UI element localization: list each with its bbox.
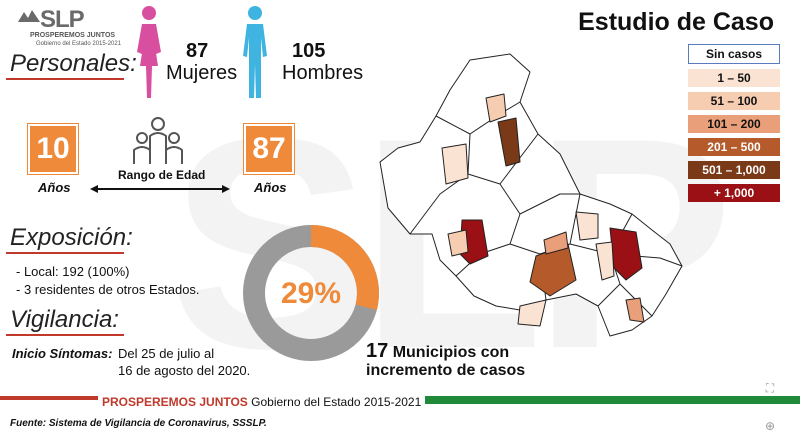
- age-max-years: Años: [254, 180, 287, 195]
- women-label: Mujeres: [166, 62, 238, 84]
- legend-item-1-50: 1 – 50: [688, 69, 780, 87]
- municipality-1-50-a: [441, 143, 469, 185]
- inicio-sintomas-label: Inicio Síntomas:: [12, 346, 113, 361]
- municipality-1-50-c: [517, 299, 547, 327]
- footer-gov: Gobierno del Estado 2015-2021: [251, 395, 422, 409]
- exposicion-item-2: - 3 residentes de otros Estados.: [16, 282, 200, 297]
- cases-legend: Sin casos 1 – 50 51 – 100 101 – 200 201 …: [688, 44, 780, 202]
- donut-arc: [243, 225, 379, 361]
- legend-item-101-200: 101 – 200: [688, 115, 780, 133]
- municipality-51-100-b: [447, 229, 469, 257]
- footer-green-bar: [392, 396, 800, 404]
- state-outline: [379, 53, 683, 337]
- footer-brand-name: PROSPEREMOS JUNTOS: [102, 395, 248, 409]
- footer-source: Fuente: Sistema de Vigilancia de Coronav…: [10, 418, 267, 429]
- municipality-1-50-d: [575, 211, 599, 241]
- age-max-box: 87: [244, 124, 294, 174]
- woman-icon: [137, 6, 161, 98]
- logo-line1: PROSPEREMOS JUNTOS: [30, 32, 116, 39]
- vigilancia-underline: [6, 334, 124, 336]
- exposicion-underline: [6, 252, 124, 254]
- municipality-51-100-a: [485, 93, 507, 123]
- logo-line2: Gobierno del Estado 2015-2021: [36, 41, 122, 47]
- women-count: 87: [186, 40, 209, 62]
- inicio-sintomas-line1: Del 25 de julio al: [118, 346, 215, 361]
- personales-label: Personales:: [10, 50, 137, 77]
- page-title: Estudio de Caso: [578, 8, 774, 36]
- people-group-icon: [133, 117, 183, 164]
- age-min-box: 10: [28, 124, 78, 174]
- man-icon: [243, 6, 267, 98]
- expand-icon[interactable]: ⛶: [765, 381, 775, 395]
- age-range-label: Rango de Edad: [118, 168, 206, 182]
- logo-text: SLP: [40, 6, 85, 33]
- inicio-sintomas-line2: 16 de agosto del 2020.: [118, 363, 251, 378]
- percent-donut: 29%: [243, 225, 379, 361]
- donut-percent-label: 29%: [281, 277, 341, 310]
- legend-item-over-1000: + 1,000: [688, 184, 780, 202]
- men-label: Hombres: [282, 62, 364, 84]
- zoom-icon[interactable]: ⊕: [764, 419, 776, 433]
- range-arrow-icon: [90, 185, 230, 193]
- legend-item-51-100: 51 – 100: [688, 92, 780, 110]
- municipality-101-200-b: [625, 297, 645, 323]
- municipios-number: 17: [366, 340, 389, 362]
- municipality-101-200: [543, 231, 569, 255]
- municipality-501-1000: [497, 117, 521, 167]
- slp-logo: SLP PROSPEREMOS JUNTOS Gobierno del Esta…: [10, 6, 130, 52]
- municipios-line1: Municipios con: [392, 344, 510, 361]
- municipios-line2: incremento de casos: [366, 362, 526, 379]
- logo-mark-icon: [18, 10, 40, 22]
- men-count: 105: [292, 40, 326, 62]
- slp-municipalities-map: [379, 53, 683, 337]
- exposicion-label: Exposición:: [10, 224, 133, 251]
- age-min-years: Años: [38, 180, 71, 195]
- legend-item-201-500: 201 – 500: [688, 138, 780, 156]
- personales-underline: [6, 78, 124, 80]
- municipality-1-50-b: [595, 241, 615, 281]
- legend-item-sin-casos: Sin casos: [688, 44, 780, 64]
- vigilancia-label: Vigilancia:: [10, 306, 119, 333]
- legend-item-501-1000: 501 – 1,000: [688, 161, 780, 179]
- exposicion-item-1: - Local: 192 (100%): [16, 264, 130, 279]
- footer-brand: PROSPEREMOS JUNTOS Gobierno del Estado 2…: [98, 395, 426, 409]
- municipios-text: 17 Municipios con: [366, 340, 509, 363]
